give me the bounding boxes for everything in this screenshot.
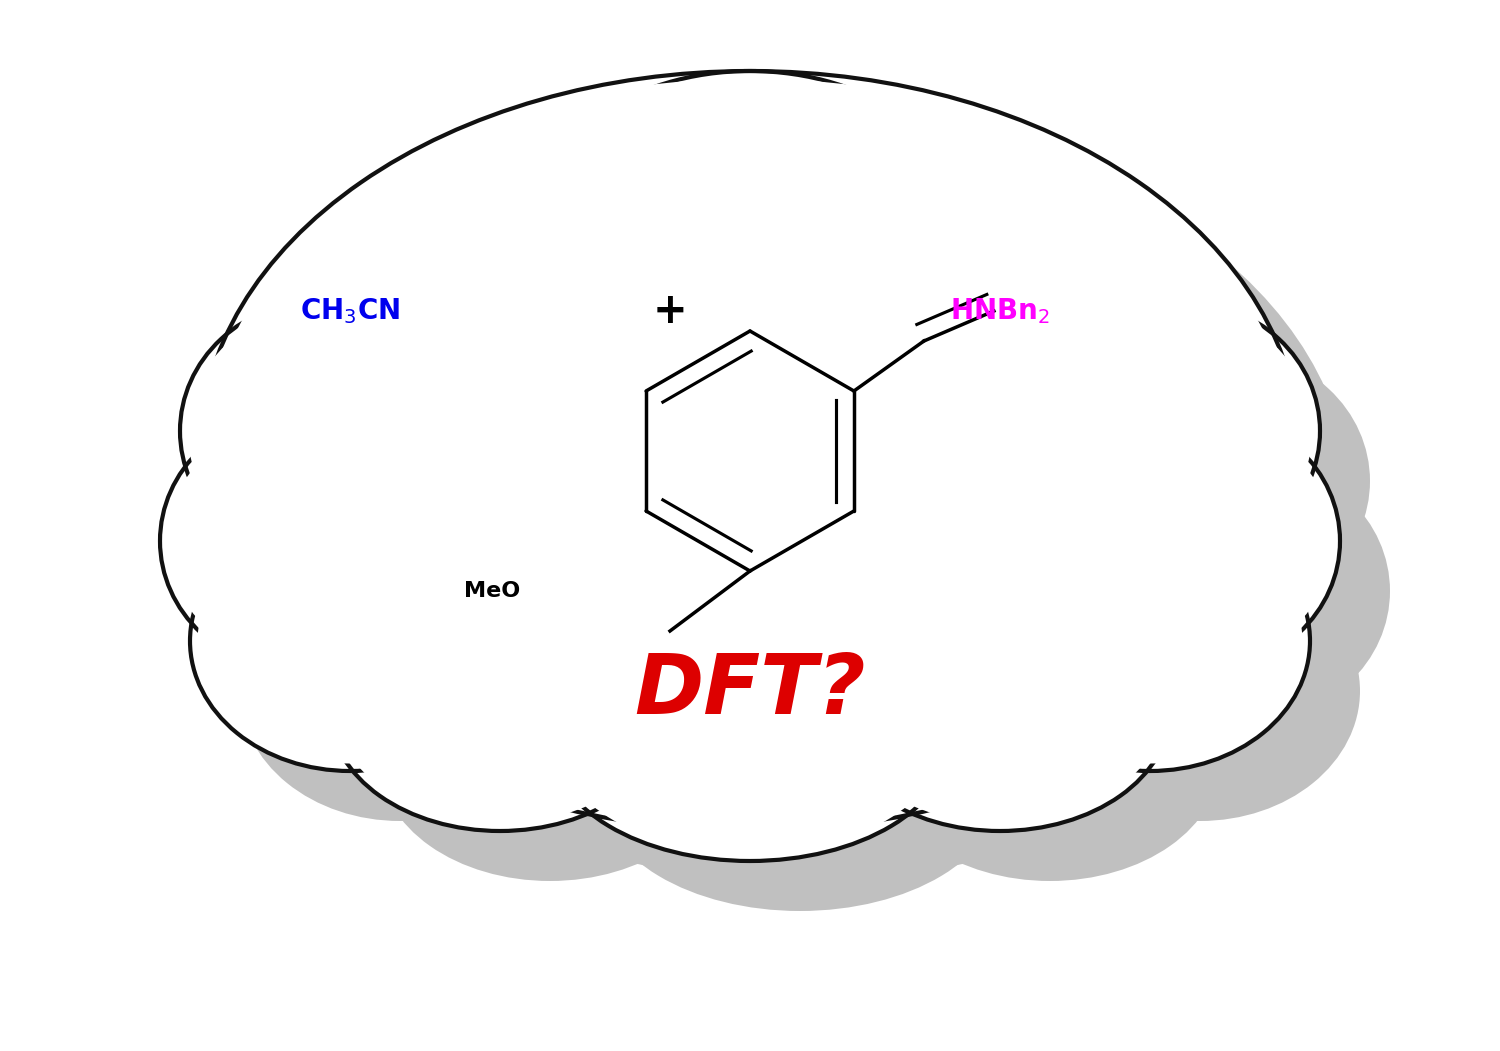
Ellipse shape (338, 598, 663, 824)
Ellipse shape (880, 641, 1220, 881)
Ellipse shape (837, 598, 1162, 824)
Ellipse shape (278, 228, 562, 453)
Ellipse shape (330, 591, 670, 831)
Ellipse shape (207, 79, 1293, 824)
Text: MeO: MeO (464, 581, 520, 601)
Ellipse shape (188, 309, 453, 554)
Ellipse shape (190, 511, 510, 771)
Text: CH$_3$CN: CH$_3$CN (300, 296, 400, 326)
Ellipse shape (990, 511, 1310, 771)
Ellipse shape (550, 621, 950, 861)
Ellipse shape (1040, 561, 1360, 821)
Ellipse shape (230, 351, 510, 611)
Ellipse shape (1090, 351, 1370, 611)
Ellipse shape (210, 461, 490, 721)
Ellipse shape (1110, 461, 1390, 721)
Ellipse shape (530, 71, 970, 391)
Ellipse shape (830, 591, 1170, 831)
Ellipse shape (1040, 301, 1320, 561)
Ellipse shape (980, 271, 1280, 511)
Ellipse shape (1060, 411, 1340, 671)
Ellipse shape (160, 411, 440, 671)
Text: HNBn$_2$: HNBn$_2$ (950, 296, 1050, 326)
Ellipse shape (200, 71, 1300, 831)
Ellipse shape (580, 121, 1020, 441)
Ellipse shape (760, 141, 1100, 401)
Ellipse shape (400, 141, 740, 401)
Ellipse shape (380, 641, 720, 881)
Text: DFT?: DFT? (634, 651, 866, 731)
Ellipse shape (408, 148, 732, 393)
Ellipse shape (537, 79, 963, 384)
Ellipse shape (600, 671, 1000, 911)
Ellipse shape (450, 191, 790, 451)
Ellipse shape (1068, 418, 1332, 663)
Ellipse shape (168, 418, 432, 663)
Ellipse shape (251, 121, 1350, 881)
Ellipse shape (270, 221, 570, 461)
Ellipse shape (768, 148, 1092, 393)
Ellipse shape (998, 518, 1302, 763)
Ellipse shape (180, 301, 460, 561)
Ellipse shape (810, 191, 1150, 451)
Ellipse shape (198, 518, 502, 763)
Text: +: + (652, 290, 687, 332)
Ellipse shape (930, 221, 1230, 461)
Ellipse shape (320, 271, 620, 511)
Ellipse shape (558, 628, 942, 853)
Ellipse shape (938, 228, 1222, 453)
Ellipse shape (1047, 309, 1312, 554)
Ellipse shape (240, 561, 560, 821)
